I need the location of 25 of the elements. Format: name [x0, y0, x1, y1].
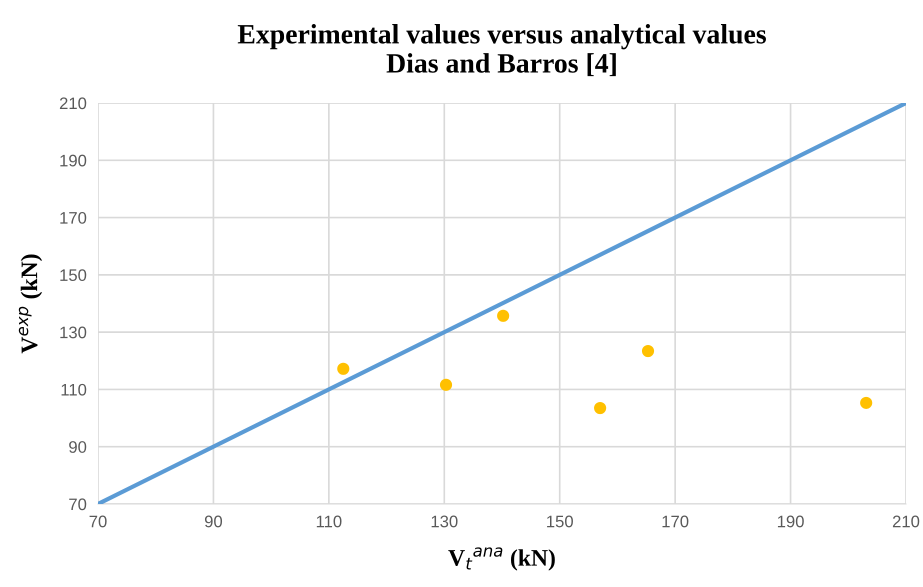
y-tick-label: 70 — [69, 498, 86, 510]
x-tick-label: 130 — [432, 516, 458, 528]
y-tick-label: 170 — [60, 212, 86, 224]
chart-title: Experimental values versus analytical values Dias and Barros [4] — [238, 24, 766, 76]
point — [497, 310, 510, 322]
point — [440, 378, 452, 391]
x-tick-label: 110 — [316, 516, 342, 528]
point — [594, 402, 606, 414]
y-tick-label: 110 — [62, 384, 86, 396]
x-tick-label: 90 — [204, 516, 222, 528]
point — [642, 344, 654, 358]
x-tick-label: 210 — [892, 516, 920, 528]
x-tick-label: 190 — [778, 516, 804, 528]
y-tick-label: 90 — [69, 441, 86, 453]
x-tick-label: 150 — [547, 516, 573, 528]
y-tick-label: 210 — [60, 97, 86, 110]
y-tick-label: 190 — [60, 154, 86, 166]
y-tick-label: 130 — [60, 326, 86, 338]
point — [860, 396, 872, 409]
x-tick-label: 70 — [90, 516, 107, 528]
y-tick-label: 150 — [60, 269, 86, 282]
point — [337, 362, 350, 375]
x-axis-title: V$_{t}$$^{ana}$ (kN) — [448, 547, 555, 571]
x-tick-label: 170 — [662, 516, 688, 528]
y-axis-title: V$^{exp}$ (kN) — [18, 254, 42, 354]
